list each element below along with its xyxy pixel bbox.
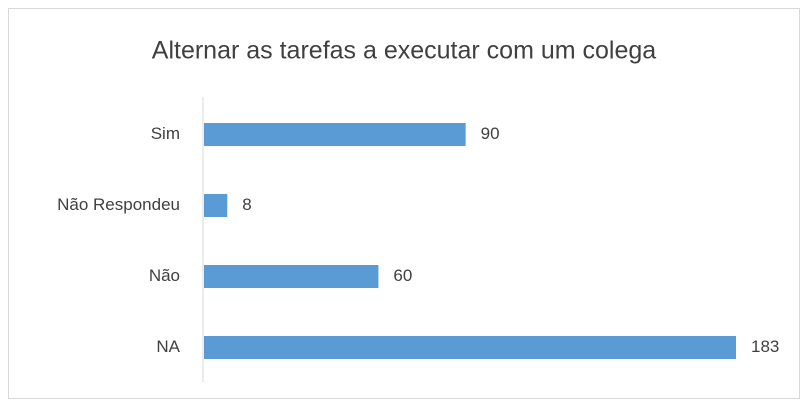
- y-tick-label: Não Respondeu: [57, 195, 180, 214]
- chart-title: Alternar as tarefas a executar com um co…: [152, 37, 657, 65]
- bar: [204, 194, 228, 217]
- chart-frame: [8, 8, 800, 399]
- data-label: 183: [751, 337, 779, 356]
- bar: [204, 265, 379, 288]
- bar: [204, 336, 736, 359]
- data-label: 90: [481, 124, 500, 143]
- data-label: 8: [242, 195, 251, 214]
- bar: [204, 123, 466, 146]
- y-tick-label: NA: [156, 337, 180, 356]
- data-label: 60: [393, 266, 412, 285]
- y-tick-label: Não: [149, 266, 180, 285]
- y-tick-label: Sim: [151, 124, 180, 143]
